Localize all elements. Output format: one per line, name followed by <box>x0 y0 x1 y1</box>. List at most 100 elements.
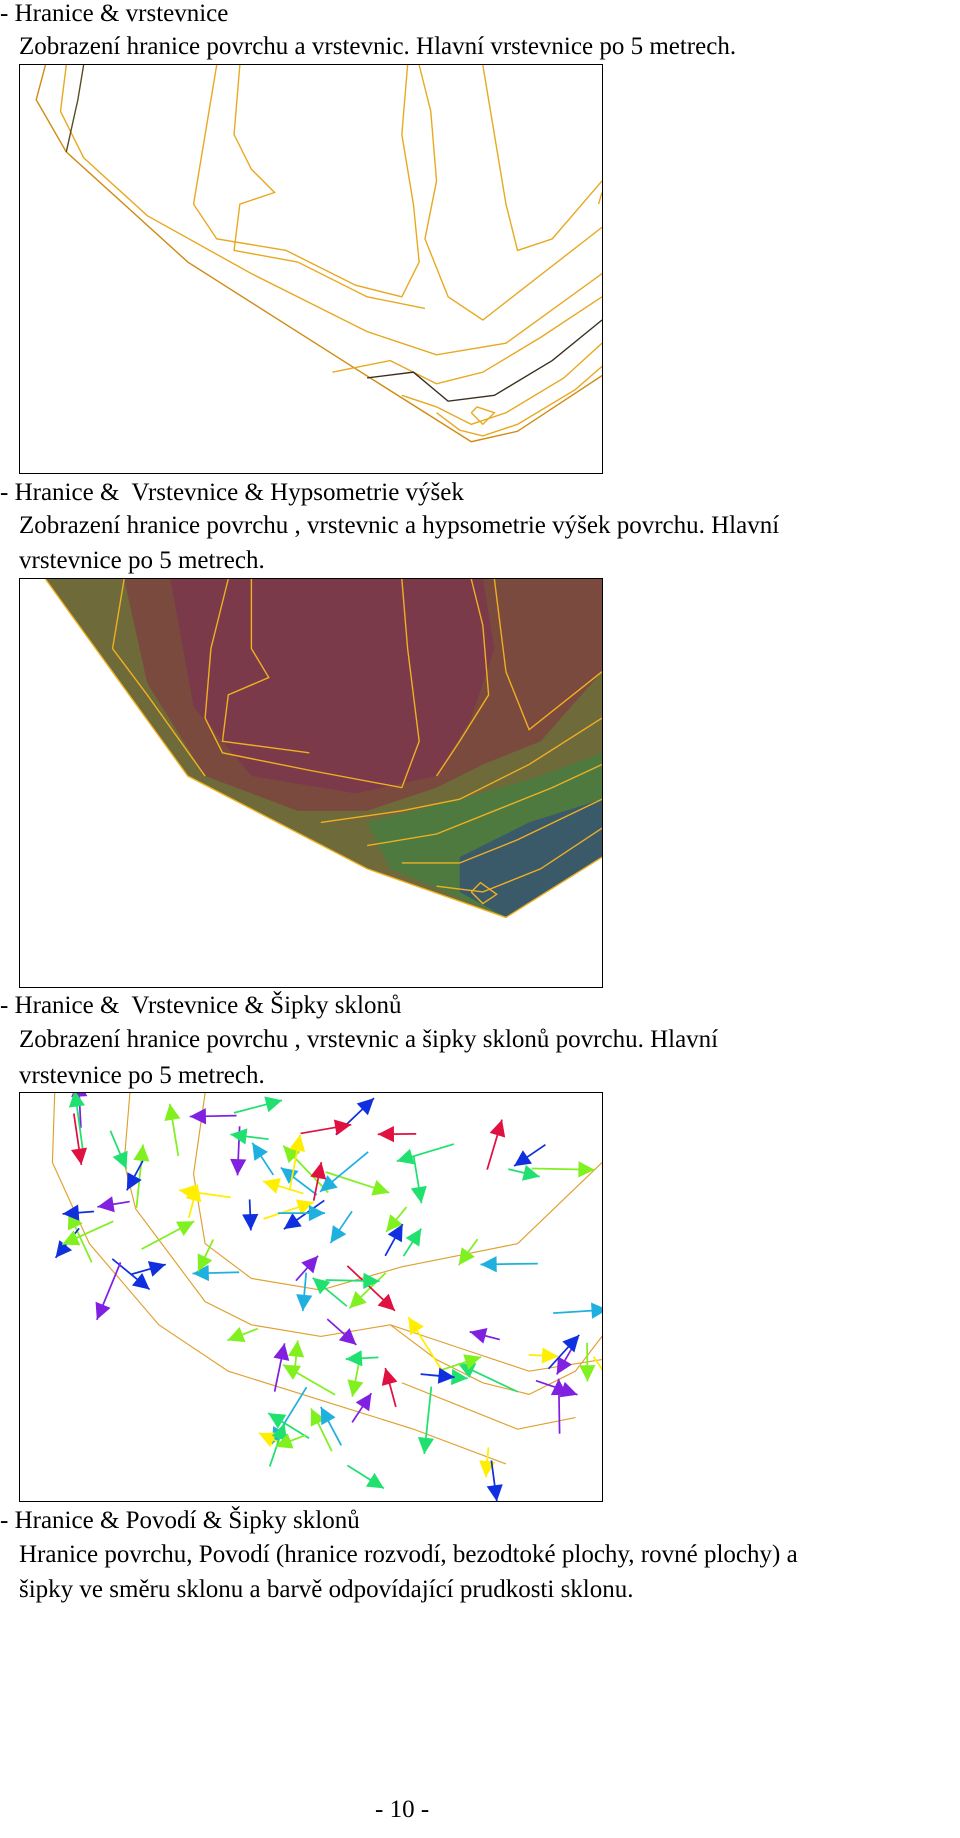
heading: - Hranice & vrstevnice <box>0 0 229 27</box>
arrow-head <box>578 1161 595 1178</box>
arrow-head <box>338 1328 357 1345</box>
arrow-head <box>349 1291 367 1309</box>
arrow-head <box>458 1247 475 1266</box>
arrow-head <box>131 1272 150 1290</box>
arrow-head <box>320 1406 336 1426</box>
arrow-head <box>437 1367 455 1384</box>
description: vrstevnice po 5 metrech. <box>19 547 265 574</box>
arrow-head <box>405 1228 422 1247</box>
arrow-head <box>273 1343 290 1361</box>
heading: - Hranice & Vrstevnice & Šipky sklonů <box>0 992 402 1019</box>
arrow-head <box>450 1368 468 1386</box>
arrow-head <box>230 1128 248 1145</box>
heading: - Hranice & Vrstevnice & Hypsometrie výš… <box>0 479 464 506</box>
description: vrstevnice po 5 metrech. <box>19 1062 265 1089</box>
arrow-head <box>288 1340 305 1358</box>
arrow-head <box>55 1240 73 1258</box>
arrow-head <box>522 1164 540 1181</box>
arrow-head <box>386 1214 403 1232</box>
arrow-head <box>381 1368 398 1386</box>
arrow-head <box>147 1261 166 1277</box>
arrow-head <box>289 1134 306 1152</box>
arrow-head <box>377 1293 395 1311</box>
arrow-head <box>559 1381 578 1398</box>
arrow-head <box>310 1162 327 1180</box>
arrow-head <box>469 1327 488 1344</box>
arrow-head <box>112 1150 128 1169</box>
arrow-head <box>556 1356 572 1375</box>
contour-map <box>19 64 603 474</box>
arrow-head <box>310 1408 326 1427</box>
arrow-head <box>263 1178 281 1194</box>
arrow-head <box>591 1302 602 1319</box>
arrow-head <box>347 1379 364 1397</box>
arrow-head <box>301 1255 319 1274</box>
arrow-head <box>176 1221 195 1236</box>
slope-arrows-map <box>19 1092 603 1502</box>
arrow-head <box>480 1256 497 1273</box>
arrow-head <box>489 1119 506 1138</box>
arrow-head <box>68 1093 85 1108</box>
arrow-head <box>227 1327 246 1343</box>
hypsometry-map <box>19 578 603 988</box>
arrow-head <box>365 1472 384 1489</box>
arrow-head <box>268 1413 287 1429</box>
arrow <box>592 1356 602 1371</box>
description: šipky ve směru sklonu a barvě odpovídají… <box>19 1576 634 1603</box>
arrow-head <box>417 1437 435 1454</box>
arrow-head <box>264 1096 283 1113</box>
arrow-head <box>280 1167 299 1184</box>
description: Zobrazení hranice povrchu , vrstevnic a … <box>19 512 780 539</box>
arrow-head <box>242 1213 259 1231</box>
arrow-head <box>62 1204 80 1221</box>
arrow-head <box>396 1148 415 1165</box>
arrow-head <box>271 1423 287 1442</box>
arrow-head <box>95 1301 111 1320</box>
arrow-head <box>486 1484 503 1501</box>
arrow-head <box>308 1205 326 1222</box>
arrow-head <box>579 1365 596 1382</box>
arrow-head <box>458 1363 477 1378</box>
description: Hranice povrchu, Povodí (hranice rozvodí… <box>19 1541 798 1568</box>
arrow-head <box>371 1180 390 1196</box>
heading: - Hranice & Povodí & Šipky sklonů <box>0 1507 360 1534</box>
arrow-head <box>356 1098 375 1116</box>
page-number: - 10 - <box>375 1796 430 1823</box>
arrow-head <box>283 1213 302 1230</box>
arrow-head <box>97 1196 115 1213</box>
arrow-head <box>387 1224 403 1243</box>
arrow-head <box>62 1230 81 1246</box>
arrow-head <box>345 1350 363 1367</box>
arrow-head <box>410 1185 427 1204</box>
arrow-head <box>514 1150 532 1167</box>
arrow-head <box>355 1393 372 1412</box>
arrow-head <box>283 1145 301 1164</box>
arrow-head <box>377 1125 395 1143</box>
arrow-head <box>541 1347 559 1364</box>
arrow-head <box>126 1172 142 1191</box>
arrow-head <box>133 1144 150 1162</box>
arrow-head <box>363 1272 380 1289</box>
description: Zobrazení hranice povrchu a vrstevnic. H… <box>19 33 737 60</box>
arrow-head <box>408 1317 424 1336</box>
arrow-head <box>252 1142 268 1161</box>
arrow-head <box>320 1175 338 1192</box>
arrow-head <box>463 1354 482 1370</box>
arrow-head <box>296 1294 313 1312</box>
arrow-head <box>295 1199 314 1215</box>
arrow-head <box>275 1433 294 1449</box>
arrow-head <box>189 1108 207 1125</box>
arrow-head <box>192 1264 209 1282</box>
arrow-head <box>333 1119 352 1136</box>
arrow-head <box>197 1253 213 1272</box>
arrow-head <box>562 1334 580 1353</box>
arrow-head <box>282 1364 301 1380</box>
arrow-head <box>179 1184 197 1201</box>
arrow-head <box>71 1147 88 1165</box>
arrow-head <box>164 1103 181 1122</box>
description: Zobrazení hranice povrchu , vrstevnic a … <box>19 1026 719 1053</box>
arrow-head <box>230 1158 247 1176</box>
arrow-head <box>330 1225 347 1244</box>
arrow-head <box>312 1277 331 1295</box>
